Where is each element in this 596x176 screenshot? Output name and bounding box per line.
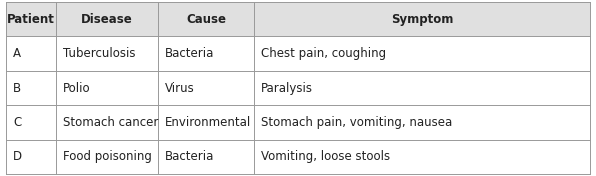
Text: Vomiting, loose stools: Vomiting, loose stools bbox=[261, 150, 390, 164]
Text: Stomach pain, vomiting, nausea: Stomach pain, vomiting, nausea bbox=[261, 116, 452, 129]
Text: A: A bbox=[13, 47, 21, 60]
Text: Polio: Polio bbox=[63, 81, 91, 95]
Bar bbox=[6, 105, 55, 140]
Text: D: D bbox=[13, 150, 22, 164]
Text: Paralysis: Paralysis bbox=[261, 81, 313, 95]
Text: Bacteria: Bacteria bbox=[165, 47, 215, 60]
Bar bbox=[6, 71, 55, 105]
Bar bbox=[158, 105, 254, 140]
Bar bbox=[55, 105, 158, 140]
Bar bbox=[6, 36, 55, 71]
Bar bbox=[254, 36, 590, 71]
Bar bbox=[254, 2, 590, 36]
Bar bbox=[158, 36, 254, 71]
Text: C: C bbox=[13, 116, 21, 129]
Bar bbox=[158, 140, 254, 174]
Bar bbox=[6, 140, 55, 174]
Text: Bacteria: Bacteria bbox=[165, 150, 215, 164]
Text: Virus: Virus bbox=[165, 81, 195, 95]
Text: Tuberculosis: Tuberculosis bbox=[63, 47, 135, 60]
Text: Stomach cancer: Stomach cancer bbox=[63, 116, 158, 129]
Text: Disease: Disease bbox=[81, 12, 132, 26]
Text: Cause: Cause bbox=[186, 12, 226, 26]
Bar bbox=[55, 140, 158, 174]
Text: B: B bbox=[13, 81, 21, 95]
Bar bbox=[254, 140, 590, 174]
Bar bbox=[158, 71, 254, 105]
Bar bbox=[254, 105, 590, 140]
Bar bbox=[158, 2, 254, 36]
Bar bbox=[55, 71, 158, 105]
Text: Environmental: Environmental bbox=[165, 116, 252, 129]
Text: Food poisoning: Food poisoning bbox=[63, 150, 151, 164]
Bar bbox=[6, 2, 55, 36]
Text: Chest pain, coughing: Chest pain, coughing bbox=[261, 47, 386, 60]
Bar bbox=[55, 2, 158, 36]
Text: Patient: Patient bbox=[7, 12, 55, 26]
Text: Symptom: Symptom bbox=[391, 12, 454, 26]
Bar bbox=[254, 71, 590, 105]
Bar bbox=[55, 36, 158, 71]
